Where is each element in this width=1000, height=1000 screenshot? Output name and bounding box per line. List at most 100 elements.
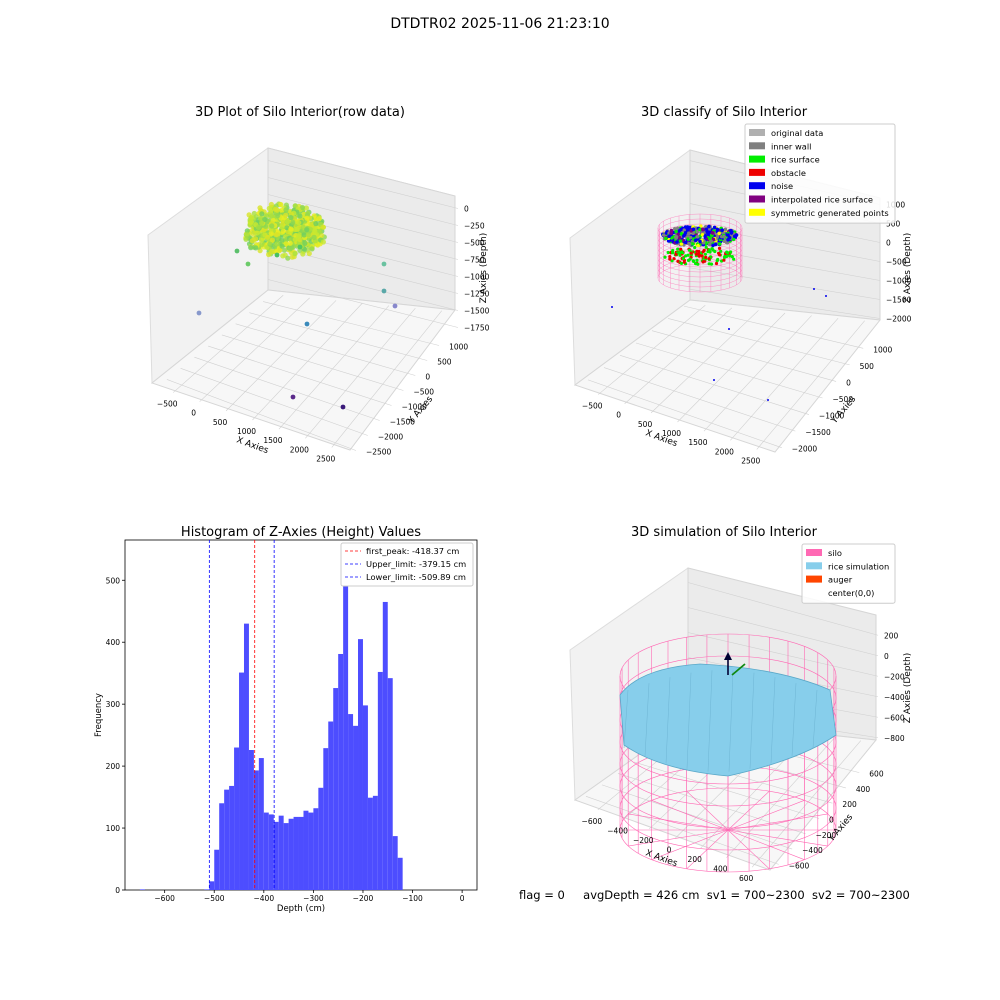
classified-point xyxy=(712,225,717,230)
point xyxy=(290,219,296,225)
point xyxy=(283,241,289,247)
classified-point xyxy=(709,262,714,266)
legend-label: Upper_limit: -379.15 cm xyxy=(366,559,466,569)
y-tick-label: −500 xyxy=(833,395,854,404)
x-tick-label: 2000 xyxy=(290,445,309,454)
noise-point xyxy=(813,288,815,290)
histogram-bar xyxy=(333,688,339,890)
z-gridline xyxy=(687,582,879,636)
z-tick-label: −1250 xyxy=(464,290,490,299)
x-tick-label: −400 xyxy=(607,826,628,835)
classified-point xyxy=(713,242,718,247)
point xyxy=(312,228,318,234)
point xyxy=(244,231,250,237)
y-gridline xyxy=(617,773,806,835)
classified-point xyxy=(678,239,683,243)
histogram-bar xyxy=(263,812,269,890)
x-gridline xyxy=(726,737,835,858)
simulation-x-label: X Axies xyxy=(644,848,679,869)
classified-point xyxy=(690,242,695,246)
simulation-3d-plot: 3D simulation of Silo Interior −600−400−… xyxy=(569,525,913,883)
point xyxy=(281,247,287,253)
rice-mesh-line xyxy=(770,677,776,764)
point xyxy=(313,221,319,227)
x-tick-label: −500 xyxy=(157,400,178,409)
histogram-bar xyxy=(362,705,368,890)
y-gridline xyxy=(249,312,428,361)
point xyxy=(279,243,285,249)
classified-point xyxy=(676,247,680,251)
classified-point xyxy=(670,236,674,240)
classify-floor-pane xyxy=(573,299,881,453)
outlier-point xyxy=(245,261,251,267)
z-gridline xyxy=(267,194,459,243)
classified-point xyxy=(723,227,728,232)
classified-point xyxy=(687,231,691,235)
z-tick-label: 0 xyxy=(886,239,891,248)
classified-point xyxy=(720,228,724,232)
legend-swatch xyxy=(749,142,765,150)
legend-swatch xyxy=(749,208,765,216)
z-tick-label: −750 xyxy=(464,256,485,265)
raw-z-label: Z Axies (Depth) xyxy=(479,233,489,304)
histogram-bar xyxy=(372,795,378,890)
legend-label: symmetric generated points xyxy=(771,208,889,218)
classified-point xyxy=(670,259,674,263)
classified-point xyxy=(667,234,671,238)
classified-point xyxy=(715,259,719,263)
point xyxy=(320,239,326,245)
classified-point xyxy=(693,245,697,250)
x-tick-label: 1000 xyxy=(237,427,256,436)
point xyxy=(296,234,302,240)
point xyxy=(300,251,306,257)
histogram-bar xyxy=(258,758,264,890)
x-tick-label: 600 xyxy=(739,874,754,883)
classified-point xyxy=(661,233,666,237)
silo-spoke xyxy=(686,790,729,831)
y-tick-label: −2500 xyxy=(366,448,392,457)
histogram-bar xyxy=(387,678,393,890)
rice-mesh-line xyxy=(686,672,692,769)
rice-mesh-line xyxy=(749,672,755,769)
point xyxy=(268,201,274,208)
simulation-plot-title: 3D simulation of Silo Interior xyxy=(631,525,818,540)
point xyxy=(262,216,268,223)
classified-point xyxy=(696,243,701,248)
classified-point xyxy=(703,252,708,256)
outlier-point xyxy=(234,248,240,254)
classified-point xyxy=(676,232,680,236)
y-gridline xyxy=(166,379,357,451)
silo-spoke xyxy=(727,790,770,831)
classified-point xyxy=(669,231,673,235)
point xyxy=(287,246,293,252)
y-gridline xyxy=(221,334,404,391)
legend-swatch xyxy=(749,155,765,163)
histogram-bar xyxy=(367,797,373,890)
histogram-bar xyxy=(313,808,319,890)
point xyxy=(311,234,317,240)
point xyxy=(269,237,275,243)
classified-point xyxy=(700,233,705,237)
classified-point xyxy=(673,227,677,231)
silo-spoke xyxy=(727,829,828,847)
classified-point xyxy=(683,231,688,235)
classified-point xyxy=(704,245,708,249)
point xyxy=(279,207,285,213)
point xyxy=(309,222,315,228)
classified-point xyxy=(675,226,680,231)
legend-label: Lower_limit: -509.89 cm xyxy=(366,572,466,582)
histogram-bar xyxy=(224,789,230,890)
y-gridline xyxy=(208,345,392,406)
legend-swatch xyxy=(806,562,822,570)
classified-point xyxy=(717,251,721,255)
outlier-point xyxy=(340,404,346,410)
point xyxy=(257,215,264,221)
histogram-bar xyxy=(397,857,403,890)
point xyxy=(253,245,259,251)
histogram-bars xyxy=(139,558,403,890)
classified-point xyxy=(687,248,692,252)
y-tick-label: 200 xyxy=(106,762,121,771)
legend-swatch xyxy=(749,182,765,190)
silo-spoke xyxy=(727,800,805,831)
histogram-bar xyxy=(343,558,349,890)
